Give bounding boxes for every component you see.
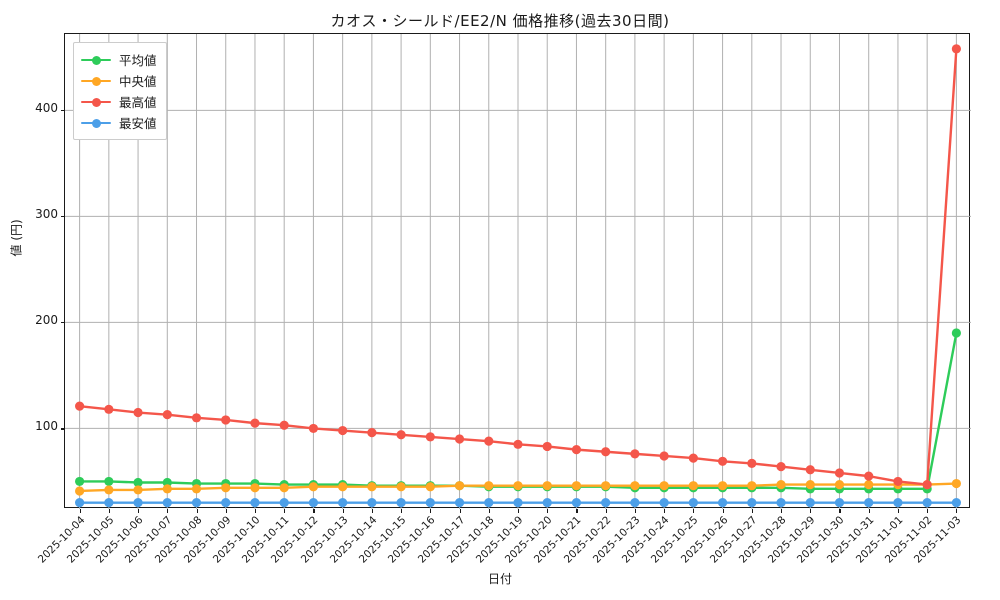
legend-marker-icon <box>81 116 111 130</box>
x-tick-mark <box>138 509 140 513</box>
x-tick-mark <box>459 509 461 513</box>
y-tick-label: 300 <box>35 207 58 222</box>
x-tick-mark <box>108 509 110 513</box>
x-tick-mark <box>547 509 549 513</box>
x-tick-mark <box>79 509 81 513</box>
x-tick-mark <box>722 509 724 513</box>
x-tick-mark <box>605 509 607 513</box>
x-tick-mark <box>781 509 783 513</box>
y-tick-mark <box>61 428 65 430</box>
legend-item-3[interactable]: 最高値 <box>81 91 157 112</box>
x-tick-mark <box>897 509 900 513</box>
x-tick-mark <box>371 509 373 513</box>
plot-canvas <box>65 34 971 509</box>
legend-label: 最安値 <box>119 116 157 131</box>
x-tick-mark <box>196 509 198 513</box>
y-tick-mark <box>61 110 65 112</box>
x-tick-mark <box>693 509 695 513</box>
x-tick-mark <box>225 509 227 513</box>
legend-label: 中央値 <box>119 74 157 89</box>
x-tick-mark <box>927 509 929 513</box>
y-axis-label: 値 (円) <box>9 219 24 257</box>
x-tick-mark <box>313 509 315 513</box>
x-tick-mark <box>167 509 169 513</box>
x-tick-mark <box>810 509 812 513</box>
plot-area: 平均値中央値最高値最安値 <box>61 33 971 513</box>
x-axis-label: 日付 <box>487 572 512 586</box>
legend-label: 平均値 <box>119 53 157 68</box>
x-tick-mark <box>488 509 490 513</box>
x-tick-mark <box>430 509 432 513</box>
legend-item-2[interactable]: 中央値 <box>81 70 157 91</box>
y-tick-label: 200 <box>35 313 58 328</box>
x-tick-mark <box>576 509 578 513</box>
x-tick-mark <box>284 509 286 513</box>
legend-marker-icon <box>81 74 111 88</box>
x-tick-mark <box>518 509 520 513</box>
y-tick-mark <box>61 216 65 218</box>
y-tick-mark <box>61 322 65 324</box>
x-tick-mark <box>401 509 403 513</box>
x-tick-mark <box>956 509 958 513</box>
legend-item-1[interactable]: 平均値 <box>81 49 157 70</box>
chart-title: カオス・シールド/EE2/N 価格推移(過去30日間) <box>330 12 670 30</box>
legend-marker-icon <box>81 95 111 109</box>
x-tick-mark <box>342 509 344 513</box>
x-tick-mark <box>751 509 753 513</box>
x-tick-mark <box>868 509 870 513</box>
y-tick-label: 100 <box>35 419 58 434</box>
legend-marker-icon <box>81 53 111 67</box>
y-tick-label: 400 <box>35 101 58 116</box>
chart-legend: 平均値中央値最高値最安値 <box>73 42 167 140</box>
x-tick-mark <box>839 509 841 513</box>
x-tick-mark <box>634 509 636 513</box>
legend-item-4[interactable]: 最安値 <box>81 112 157 133</box>
legend-label: 最高値 <box>119 95 157 110</box>
x-tick-mark <box>664 509 666 513</box>
x-tick-mark <box>254 509 257 513</box>
